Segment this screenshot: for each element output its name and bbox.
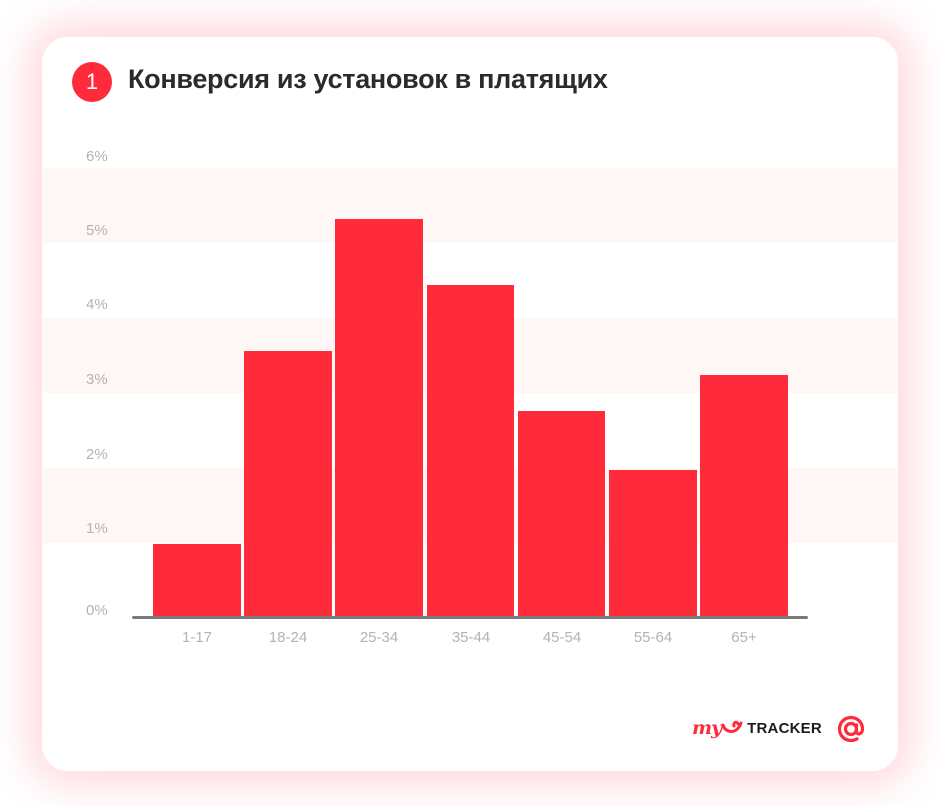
bar-65+	[700, 374, 788, 617]
y-tick-0: 0%	[86, 602, 108, 619]
logo-tracker-text: TRACKER	[747, 719, 822, 737]
bar-25-34	[335, 218, 423, 617]
mytracker-logo: my TRACKER	[692, 714, 822, 742]
x-axis-line	[132, 616, 808, 619]
y-tick-6: 6%	[86, 148, 108, 165]
bar-45-54	[517, 410, 606, 617]
x-tick: 45-54	[542, 629, 582, 646]
bar-18-24	[244, 350, 332, 617]
chart-number-badge: 1	[72, 62, 112, 102]
x-tick: 25-34	[359, 629, 399, 646]
x-tick: 35-44	[451, 629, 491, 646]
y-tick-5: 5%	[86, 222, 108, 239]
mail-at-logo-icon	[837, 715, 865, 743]
logo-my-text: my	[692, 717, 722, 739]
x-tick: 55-64	[633, 629, 673, 646]
chart-title: Конверсия из установок в платящих	[128, 64, 608, 94]
bar-1-17	[153, 544, 241, 617]
x-tick: 1-17	[181, 629, 213, 646]
x-tick: 18-24	[268, 629, 308, 646]
y-tick-1: 1%	[86, 520, 108, 537]
y-tick-4: 4%	[86, 296, 108, 313]
grid-band	[43, 168, 897, 243]
x-tick: 65+	[731, 629, 757, 646]
bar-55-64	[609, 470, 697, 617]
logo-heart-icon	[721, 720, 743, 733]
y-tick-3: 3%	[86, 371, 108, 388]
bar-35-44	[426, 284, 515, 617]
y-tick-2: 2%	[86, 446, 108, 463]
